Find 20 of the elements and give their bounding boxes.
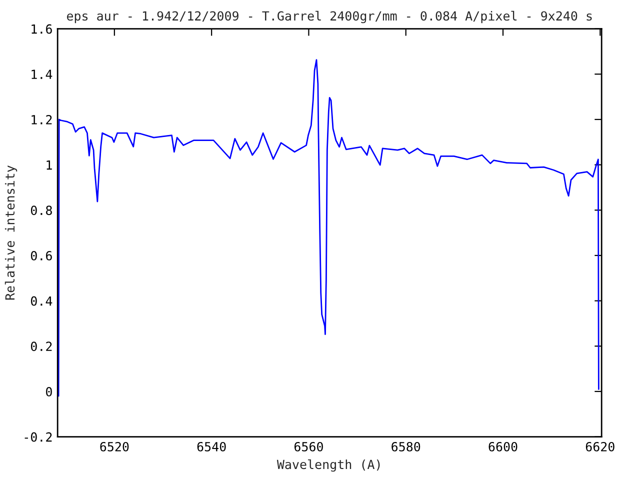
y-tick-label: 1 — [46, 160, 52, 170]
y-tick-label: 1.2 — [32, 114, 52, 124]
line-series — [58, 59, 600, 397]
y-tick-label: 1.4 — [32, 70, 52, 79]
y-tick-label: 0.4 — [30, 296, 52, 306]
x-tick-label: 6620 — [586, 442, 614, 452]
x-tick-label: 6600 — [488, 442, 518, 452]
y-tick-label: 0.2 — [30, 342, 52, 352]
y-tick-label: 0.8 — [30, 206, 52, 216]
x-tick-label: 6520 — [100, 442, 129, 452]
y-tick-label: 0 — [46, 386, 52, 396]
x-tick-label: 6540 — [197, 442, 226, 452]
y-tick-label: -0.2 — [24, 432, 52, 442]
chart-title: eps aur - 1.942/12/2009 - T.Garrel 2400gr/mm - 0.084 A/pixel - 9x240 s — [66, 10, 592, 24]
y-tick-label: 0.6 — [30, 250, 52, 260]
x-axis-title: Wavelength (A) — [276, 459, 380, 472]
y-tick-label: 1.6 — [32, 24, 52, 34]
y-axis-title: Relative intensity — [4, 166, 18, 300]
x-tick-label: 6580 — [392, 442, 420, 452]
x-tick-label: 6560 — [294, 442, 323, 452]
